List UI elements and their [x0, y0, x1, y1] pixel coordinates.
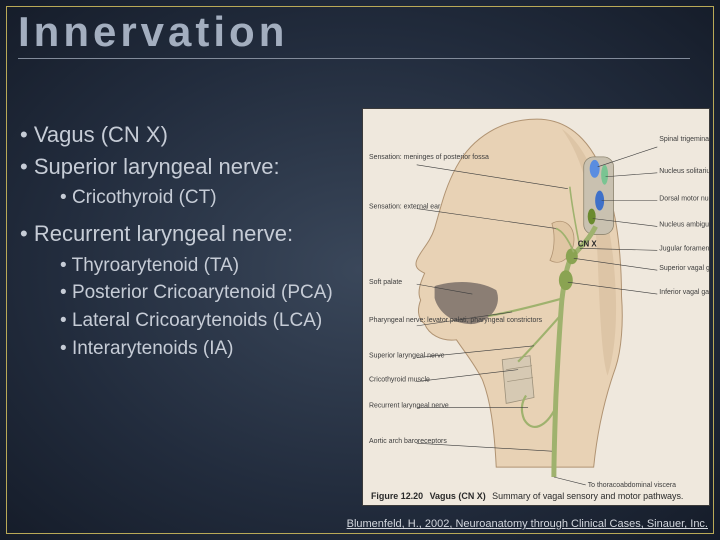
citation-text: Blumenfeld, H., 2002, Neuroanatomy throu…	[347, 518, 708, 530]
label-l4: Superior laryngeal nerve	[369, 353, 445, 360]
figure-caption: Figure 12.20 Vagus (CN X) Summary of vag…	[371, 491, 683, 501]
label-bottom: To thoracoabdominal viscera	[588, 482, 676, 489]
nucleus-2	[601, 165, 608, 185]
cn-x-label: CN X	[578, 239, 598, 248]
superior-ganglion	[566, 248, 578, 264]
bullet-sln: Superior laryngeal nerve: Cricothyroid (…	[20, 152, 360, 211]
label-r5: Superior vagal ganglion	[659, 265, 709, 272]
bullet-ta: Thyroarytenoid (TA)	[60, 253, 360, 279]
label-l6: Recurrent laryngeal nerve	[369, 402, 449, 409]
bullet-sln-label: Superior laryngeal nerve:	[34, 154, 280, 179]
bullet-vagus: Vagus (CN X)	[20, 120, 360, 150]
label-l2: Soft palate	[369, 279, 402, 286]
bullet-rln: Recurrent laryngeal nerve: Thyroarytenoi…	[20, 219, 360, 361]
label-l3: Pharyngeal nerve: levator palati, pharyn…	[369, 317, 543, 324]
label-l1: Sensation: external ear	[369, 204, 441, 211]
inferior-ganglion	[559, 270, 573, 290]
bullet-ct: Cricothyroid (CT)	[60, 185, 360, 211]
label-r4: Jugular foramen	[659, 245, 709, 252]
slide-title: Innervation	[18, 8, 690, 59]
bullet-pca: Posterior Cricoarytenoid (PCA)	[60, 280, 360, 306]
nucleus-4	[588, 209, 596, 225]
bullet-ia: Interarytenoids (IA)	[60, 336, 360, 362]
label-l5: Cricothyroid muscle	[369, 377, 430, 384]
nucleus-1	[590, 160, 600, 178]
label-r6: Inferior vagal ganglion	[659, 289, 709, 296]
anatomy-figure: CN X Spinal trigeminal nucleus Nucleus s…	[362, 108, 710, 506]
label-r2: Dorsal motor nucleus of vagus	[659, 196, 709, 203]
label-r3: Nucleus ambiguus	[659, 221, 709, 228]
label-r0: Spinal trigeminal nucleus	[659, 136, 709, 143]
bullet-rln-label: Recurrent laryngeal nerve:	[34, 221, 293, 246]
label-r1: Nucleus solitarius	[659, 168, 709, 175]
bullet-lca: Lateral Cricoarytenoids (LCA)	[60, 308, 360, 334]
label-l7: Aortic arch baroreceptors	[369, 438, 447, 445]
bottom-leader	[554, 477, 586, 485]
bullet-content: Vagus (CN X) Superior laryngeal nerve: C…	[20, 120, 360, 369]
label-l0: Sensation: meninges of posterior fossa	[369, 154, 489, 161]
